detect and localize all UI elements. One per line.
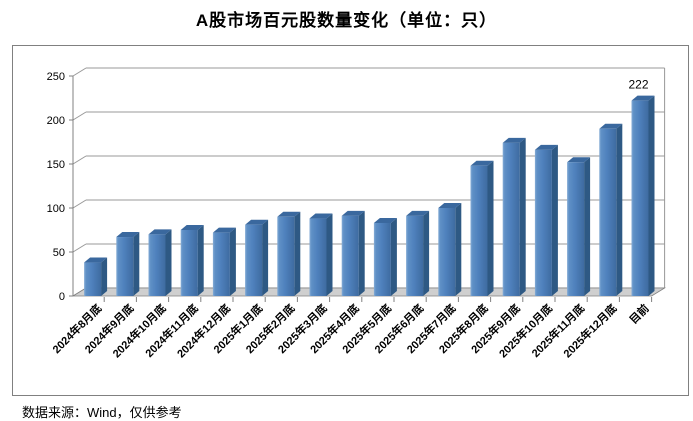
bar-top-face [599, 123, 623, 129]
bar-side-face [358, 210, 365, 296]
bar-side-face [165, 229, 172, 296]
bar-side-face [133, 232, 140, 296]
bar-front-face [438, 208, 456, 296]
bar-top-face [502, 137, 526, 143]
data-source-note: 数据来源：Wind，仅供参考 [22, 405, 182, 420]
bar-top-face [470, 160, 494, 166]
bar [84, 257, 108, 296]
bar-side-face [519, 137, 526, 296]
bar [534, 144, 558, 296]
bar [277, 211, 301, 296]
bar [212, 227, 236, 296]
gridline-connector [72, 111, 87, 121]
bar-top-face [277, 211, 301, 217]
y-axis-tick-label: 150 [47, 159, 65, 171]
bar-front-face [212, 232, 230, 296]
bar-chart: 0501001502002502222024年8月底2024年9月底2024年1… [47, 67, 667, 360]
bar [373, 217, 397, 296]
bar-side-face [326, 213, 333, 296]
bar-front-face [148, 234, 166, 296]
bar-front-face [470, 165, 488, 296]
bar-front-face [84, 262, 102, 296]
gridline-connector [72, 199, 87, 209]
y-axis-tick-label: 250 [47, 71, 65, 83]
bar-top-face [180, 225, 204, 230]
bar-side-face [101, 257, 108, 296]
bar-front-face [631, 100, 649, 296]
bar-side-face [616, 123, 623, 296]
gridline-connector [72, 155, 87, 165]
bar-side-face [390, 217, 397, 296]
bar [599, 123, 623, 296]
bar-top-face [116, 232, 140, 238]
bar-top-face [567, 157, 591, 163]
bar [148, 229, 172, 296]
bar [180, 225, 204, 296]
y-axis-tick-label: 100 [47, 203, 65, 215]
bar-front-face [309, 218, 327, 296]
bar [470, 160, 494, 296]
bar [245, 219, 269, 296]
bar-front-face [534, 149, 552, 296]
bar-top-face [373, 217, 397, 223]
bar-front-face [341, 215, 359, 296]
bar-front-face [373, 222, 391, 296]
bar-front-face [567, 162, 585, 296]
bar-front-face [502, 142, 520, 296]
bar-side-face [423, 210, 430, 296]
bar-top-face [341, 210, 365, 216]
bar-top-face [438, 203, 462, 208]
bar-top-face [245, 219, 269, 225]
bar [309, 213, 333, 296]
chart-title: A股市场百元股数量变化（单位：只） [195, 11, 498, 30]
y-axis-tick-label: 200 [47, 115, 65, 127]
bar-top-face [631, 95, 655, 101]
bar [406, 210, 430, 296]
bar-side-face [648, 95, 655, 296]
bar-front-face [180, 230, 198, 296]
bar-top-face [148, 229, 172, 235]
y-axis-tick-label: 50 [53, 247, 65, 259]
bar [631, 95, 655, 296]
bar [567, 157, 591, 296]
bar-front-face [245, 224, 263, 296]
bar [438, 203, 462, 296]
bar-side-face [262, 219, 269, 296]
bar-side-face [229, 227, 236, 296]
bar-front-face [406, 215, 424, 296]
bar-value-label: 222 [628, 78, 648, 92]
bar-side-face [197, 225, 204, 296]
bar-top-face [534, 144, 558, 150]
bar-front-face [277, 216, 295, 296]
bar-side-face [294, 211, 301, 296]
chart-plot-frame: 0 50 100 150 200 250 222 2024年8月底 2024年9月底 2024年1… [12, 45, 689, 396]
bar [502, 137, 526, 296]
bar-side-face [584, 157, 591, 296]
bar [341, 210, 365, 296]
bar-top-face [212, 227, 236, 233]
bar-top-face [84, 257, 108, 263]
y-axis-tick-label: 0 [59, 291, 65, 303]
bar-side-face [487, 160, 494, 296]
bar-front-face [116, 237, 134, 296]
bar-front-face [599, 128, 617, 296]
x-axis-tick-label: 2025年12月底 [560, 301, 619, 360]
x-axis-tick-label: 目前 [626, 301, 651, 326]
bar-top-face [406, 210, 430, 216]
bar [116, 232, 140, 296]
bar-side-face [551, 144, 558, 296]
gridline-connector [72, 243, 87, 253]
bar-top-face [309, 213, 333, 219]
gridline-connector [72, 67, 87, 77]
bar-side-face [455, 203, 462, 296]
